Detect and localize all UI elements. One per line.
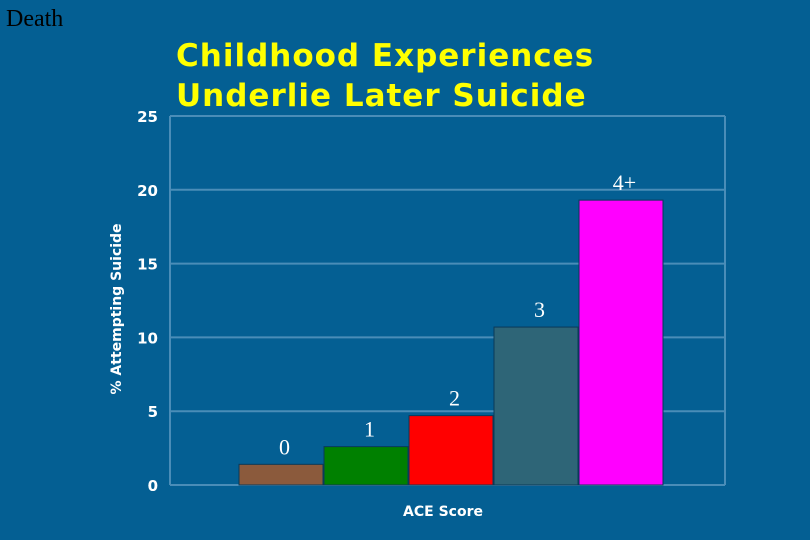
bar-ace-4plus <box>578 199 664 486</box>
category-label: 4+ <box>613 170 636 195</box>
category-label: 0 <box>279 434 290 459</box>
category-label: 3 <box>534 297 545 322</box>
chart-title: Childhood Experiences Underlie Later Sui… <box>176 36 594 116</box>
y-tick-label: 20 <box>137 182 158 200</box>
bar-ace-2 <box>408 415 494 486</box>
y-tick-label: 10 <box>137 329 158 347</box>
bars <box>238 199 664 486</box>
y-tick-label: 15 <box>137 256 158 274</box>
bar-ace-0 <box>238 463 324 486</box>
x-axis-label: ACE Score <box>403 504 483 520</box>
chart-title-line-1: Childhood Experiences <box>176 38 595 74</box>
bar-ace-3 <box>493 326 579 486</box>
corner-label: Death <box>6 6 64 32</box>
bar-ace-1 <box>323 446 409 486</box>
y-tick-label: 5 <box>148 403 158 421</box>
category-label: 2 <box>449 386 460 411</box>
y-tick-labels: 0 5 10 15 20 25 <box>137 108 158 495</box>
y-tick-label: 25 <box>137 108 158 126</box>
category-label: 1 <box>364 417 375 442</box>
y-tick-label: 0 <box>148 477 158 495</box>
chart-title-line-2: Underlie Later Suicide <box>176 78 587 114</box>
y-axis-label: % Attempting Suicide <box>109 223 125 394</box>
category-labels: 0 1 2 3 4+ <box>279 170 636 459</box>
